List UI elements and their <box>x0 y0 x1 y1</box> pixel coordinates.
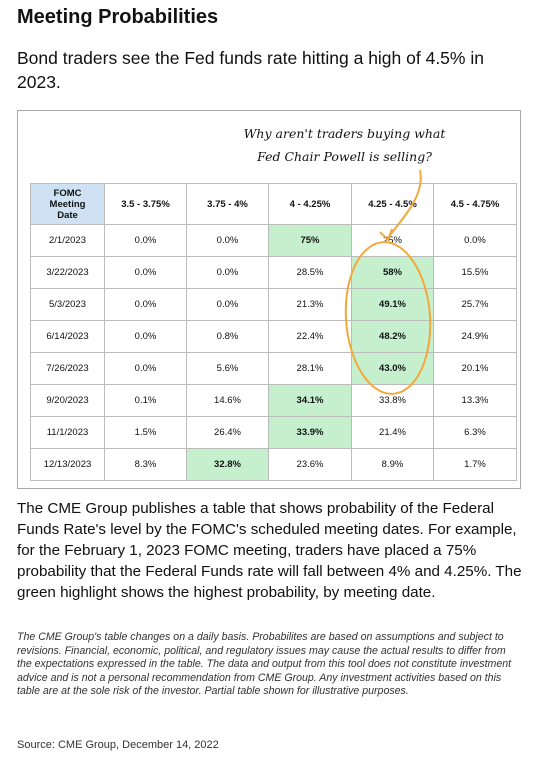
cell: 58% <box>351 256 434 289</box>
cell: 6.3% <box>433 416 517 449</box>
date-cell: 3/22/2023 <box>30 256 105 289</box>
header-cell: 4.25 - 4.5% <box>351 183 434 225</box>
cell: 14.6% <box>186 384 269 417</box>
cell: 1.7% <box>433 448 517 481</box>
disclaimer: The CME Group's table changes on a daily… <box>17 631 512 698</box>
row: 2/1/2023 0.0% 0.0% 75% 25% 0.0% <box>30 224 517 257</box>
cell: 0.0% <box>433 224 517 257</box>
probability-table: FOMC Meeting Date 3.5 - 3.75% 3.75 - 4% 4 -… <box>30 183 517 481</box>
cell: 28.1% <box>268 352 352 385</box>
cell: 24.9% <box>433 320 517 353</box>
header-cell: FOMC Meeting Date <box>30 183 105 225</box>
row: 12/13/2023 8.3% 32.8% 23.6% 8.9% 1.7% <box>30 448 517 481</box>
cell: 0.0% <box>186 288 269 321</box>
cell: 26.4% <box>186 416 269 449</box>
cell: 75% <box>268 224 352 257</box>
body-text: The CME Group publishes a table that sho… <box>17 500 522 601</box>
row: 3/22/2023 0.0% 0.0% 28.5% 58% 15.5% <box>30 256 517 289</box>
cell: 28.5% <box>268 256 352 289</box>
cell: 8.3% <box>104 448 187 481</box>
cell: 49.1% <box>351 288 434 321</box>
cell: 33.8% <box>351 384 434 417</box>
table-frame <box>17 110 521 489</box>
date-cell: 2/1/2023 <box>30 224 105 257</box>
row: 5/3/2023 0.0% 0.0% 21.3% 49.1% 25.7% <box>30 288 517 321</box>
row: 9/20/2023 0.1% 14.6% 34.1% 33.8% 13.3% <box>30 384 517 417</box>
header-cell: 4 - 4.25% <box>268 183 352 225</box>
cell: 5.6% <box>186 352 269 385</box>
header-cell: 3.75 - 4% <box>186 183 269 225</box>
cell: 0.0% <box>104 352 187 385</box>
cell: 33.9% <box>268 416 352 449</box>
cell: 23.6% <box>268 448 352 481</box>
date-cell: 6/14/2023 <box>30 320 105 353</box>
cell: 0.0% <box>104 288 187 321</box>
date-cell: 11/1/2023 <box>30 416 105 449</box>
cell: 20.1% <box>433 352 517 385</box>
date-cell: 5/3/2023 <box>30 288 105 321</box>
cell: 8.9% <box>351 448 434 481</box>
cell: 48.2% <box>351 320 434 353</box>
cell: 0.0% <box>104 224 187 257</box>
source: Source: CME Group, December 14, 2022 <box>17 739 219 751</box>
cell: 21.4% <box>351 416 434 449</box>
cell: 0.1% <box>104 384 187 417</box>
cell: 0.0% <box>104 320 187 353</box>
header-cell: 3.5 - 3.75% <box>104 183 187 225</box>
cell: 25.7% <box>433 288 517 321</box>
cell: 0.0% <box>186 224 269 257</box>
row: 6/14/2023 0.0% 0.8% 22.4% 48.2% 24.9% <box>30 320 517 353</box>
row: 7/26/2023 0.0% 5.6% 28.1% 43.0% 20.1% <box>30 352 517 385</box>
cell: 0.0% <box>186 256 269 289</box>
cell: 34.1% <box>268 384 352 417</box>
title: Meeting Probabilities <box>17 6 219 28</box>
cell: 0.8% <box>186 320 269 353</box>
cell: 25% <box>351 224 434 257</box>
cell: 32.8% <box>186 448 269 481</box>
row: 11/1/2023 1.5% 26.4% 33.9% 21.4% 6.3% <box>30 416 517 449</box>
annotation: Why aren't traders buying what Fed Chair… <box>243 126 446 164</box>
subtitle: Bond traders see the Fed funds rate hitt… <box>17 48 484 92</box>
cell: 1.5% <box>104 416 187 449</box>
date-cell: 7/26/2023 <box>30 352 105 385</box>
cell: 22.4% <box>268 320 352 353</box>
header-row: FOMC Meeting Date 3.5 - 3.75% 3.75 - 4% 4 -… <box>30 183 517 225</box>
cell: 0.0% <box>104 256 187 289</box>
date-cell: 12/13/2023 <box>30 448 105 481</box>
cell: 15.5% <box>433 256 517 289</box>
cell: 21.3% <box>268 288 352 321</box>
cell: 13.3% <box>433 384 517 417</box>
header-cell: 4.5 - 4.75% <box>433 183 517 225</box>
date-cell: 9/20/2023 <box>30 384 105 417</box>
cell: 43.0% <box>351 352 434 385</box>
